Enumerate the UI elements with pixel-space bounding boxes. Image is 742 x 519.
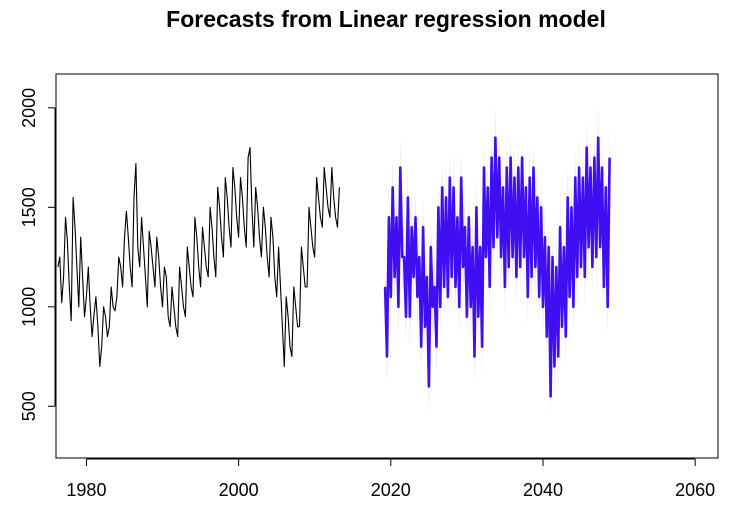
x-tick-label: 2020	[371, 480, 411, 500]
series-layer	[57, 136, 611, 398]
plot-frame	[55, 73, 719, 459]
y-axis: 500 1000 1500 2000	[19, 88, 56, 421]
x-tick-label: 2040	[523, 480, 563, 500]
series-line-observed	[57, 147, 340, 368]
y-tick-label: 1500	[19, 187, 39, 227]
x-tick-label: 2060	[675, 480, 715, 500]
y-tick-label: 500	[19, 391, 39, 421]
chart-title: Forecasts from Linear regression model	[166, 6, 606, 32]
y-tick-label: 1000	[19, 287, 39, 327]
x-tick-label: 1980	[66, 480, 106, 500]
series-line-forecast	[383, 136, 611, 398]
x-tick-label: 2000	[219, 480, 259, 500]
y-tick-label: 2000	[19, 88, 39, 128]
x-axis: 1980 2000 2020 2040 2060	[66, 458, 715, 500]
